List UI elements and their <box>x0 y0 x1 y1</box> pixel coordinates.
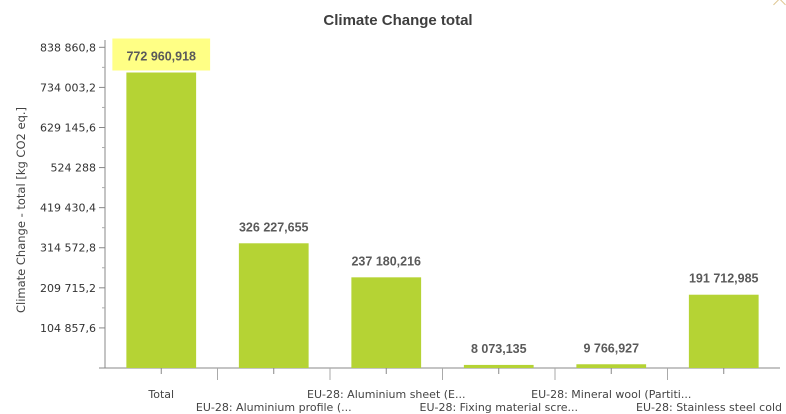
y-tick-label: 419 430,4 <box>40 202 96 215</box>
y-tick-label: 629 145,6 <box>40 121 96 134</box>
data-label: 8 073,135 <box>471 342 527 356</box>
y-tick-label: 524 288 <box>51 162 97 175</box>
y-tick-label: 734 003,2 <box>40 81 96 94</box>
data-label: 326 227,655 <box>239 220 309 234</box>
data-label: 9 766,927 <box>583 341 639 355</box>
bar <box>463 364 534 368</box>
x-tick-label: EU-28: Mineral wool (Partiti... <box>531 388 691 401</box>
x-tick-label: EU-28: Stainless steel cold <box>636 401 782 414</box>
bars: 772 960,918 326 227,655 237 180,216 8 073,1… <box>112 38 759 369</box>
y-tick-label: 838 860,8 <box>40 41 96 54</box>
bar <box>576 364 647 368</box>
y-axis: 104 857,6 209 715,2 314 572,8 419 430,4 524 … <box>40 41 105 335</box>
x-tick-label: EU-28: Fixing material scre... <box>420 401 579 414</box>
y-tick-label: 209 715,2 <box>40 282 96 295</box>
y-tick-label: 314 572,8 <box>40 242 96 255</box>
data-label: 772 960,918 <box>126 50 196 64</box>
bar <box>126 72 197 369</box>
chart-title: Climate Change total <box>323 12 472 29</box>
data-label: 191 712,985 <box>689 272 759 286</box>
data-label: 237 180,216 <box>351 254 421 268</box>
value-label-highlight <box>112 38 211 71</box>
x-tick-label: EU-28: Aluminium sheet (E... <box>307 388 466 401</box>
bar <box>688 294 759 368</box>
bar <box>351 277 422 368</box>
y-axis-label: Climate Change - total [kg CO2 eq.] <box>14 107 28 313</box>
x-tick-label: Total <box>147 388 174 401</box>
bar <box>238 243 309 368</box>
y-tick-label: 104 857,6 <box>40 322 96 335</box>
x-tick-label: EU-28: Aluminium profile (... <box>196 401 352 414</box>
